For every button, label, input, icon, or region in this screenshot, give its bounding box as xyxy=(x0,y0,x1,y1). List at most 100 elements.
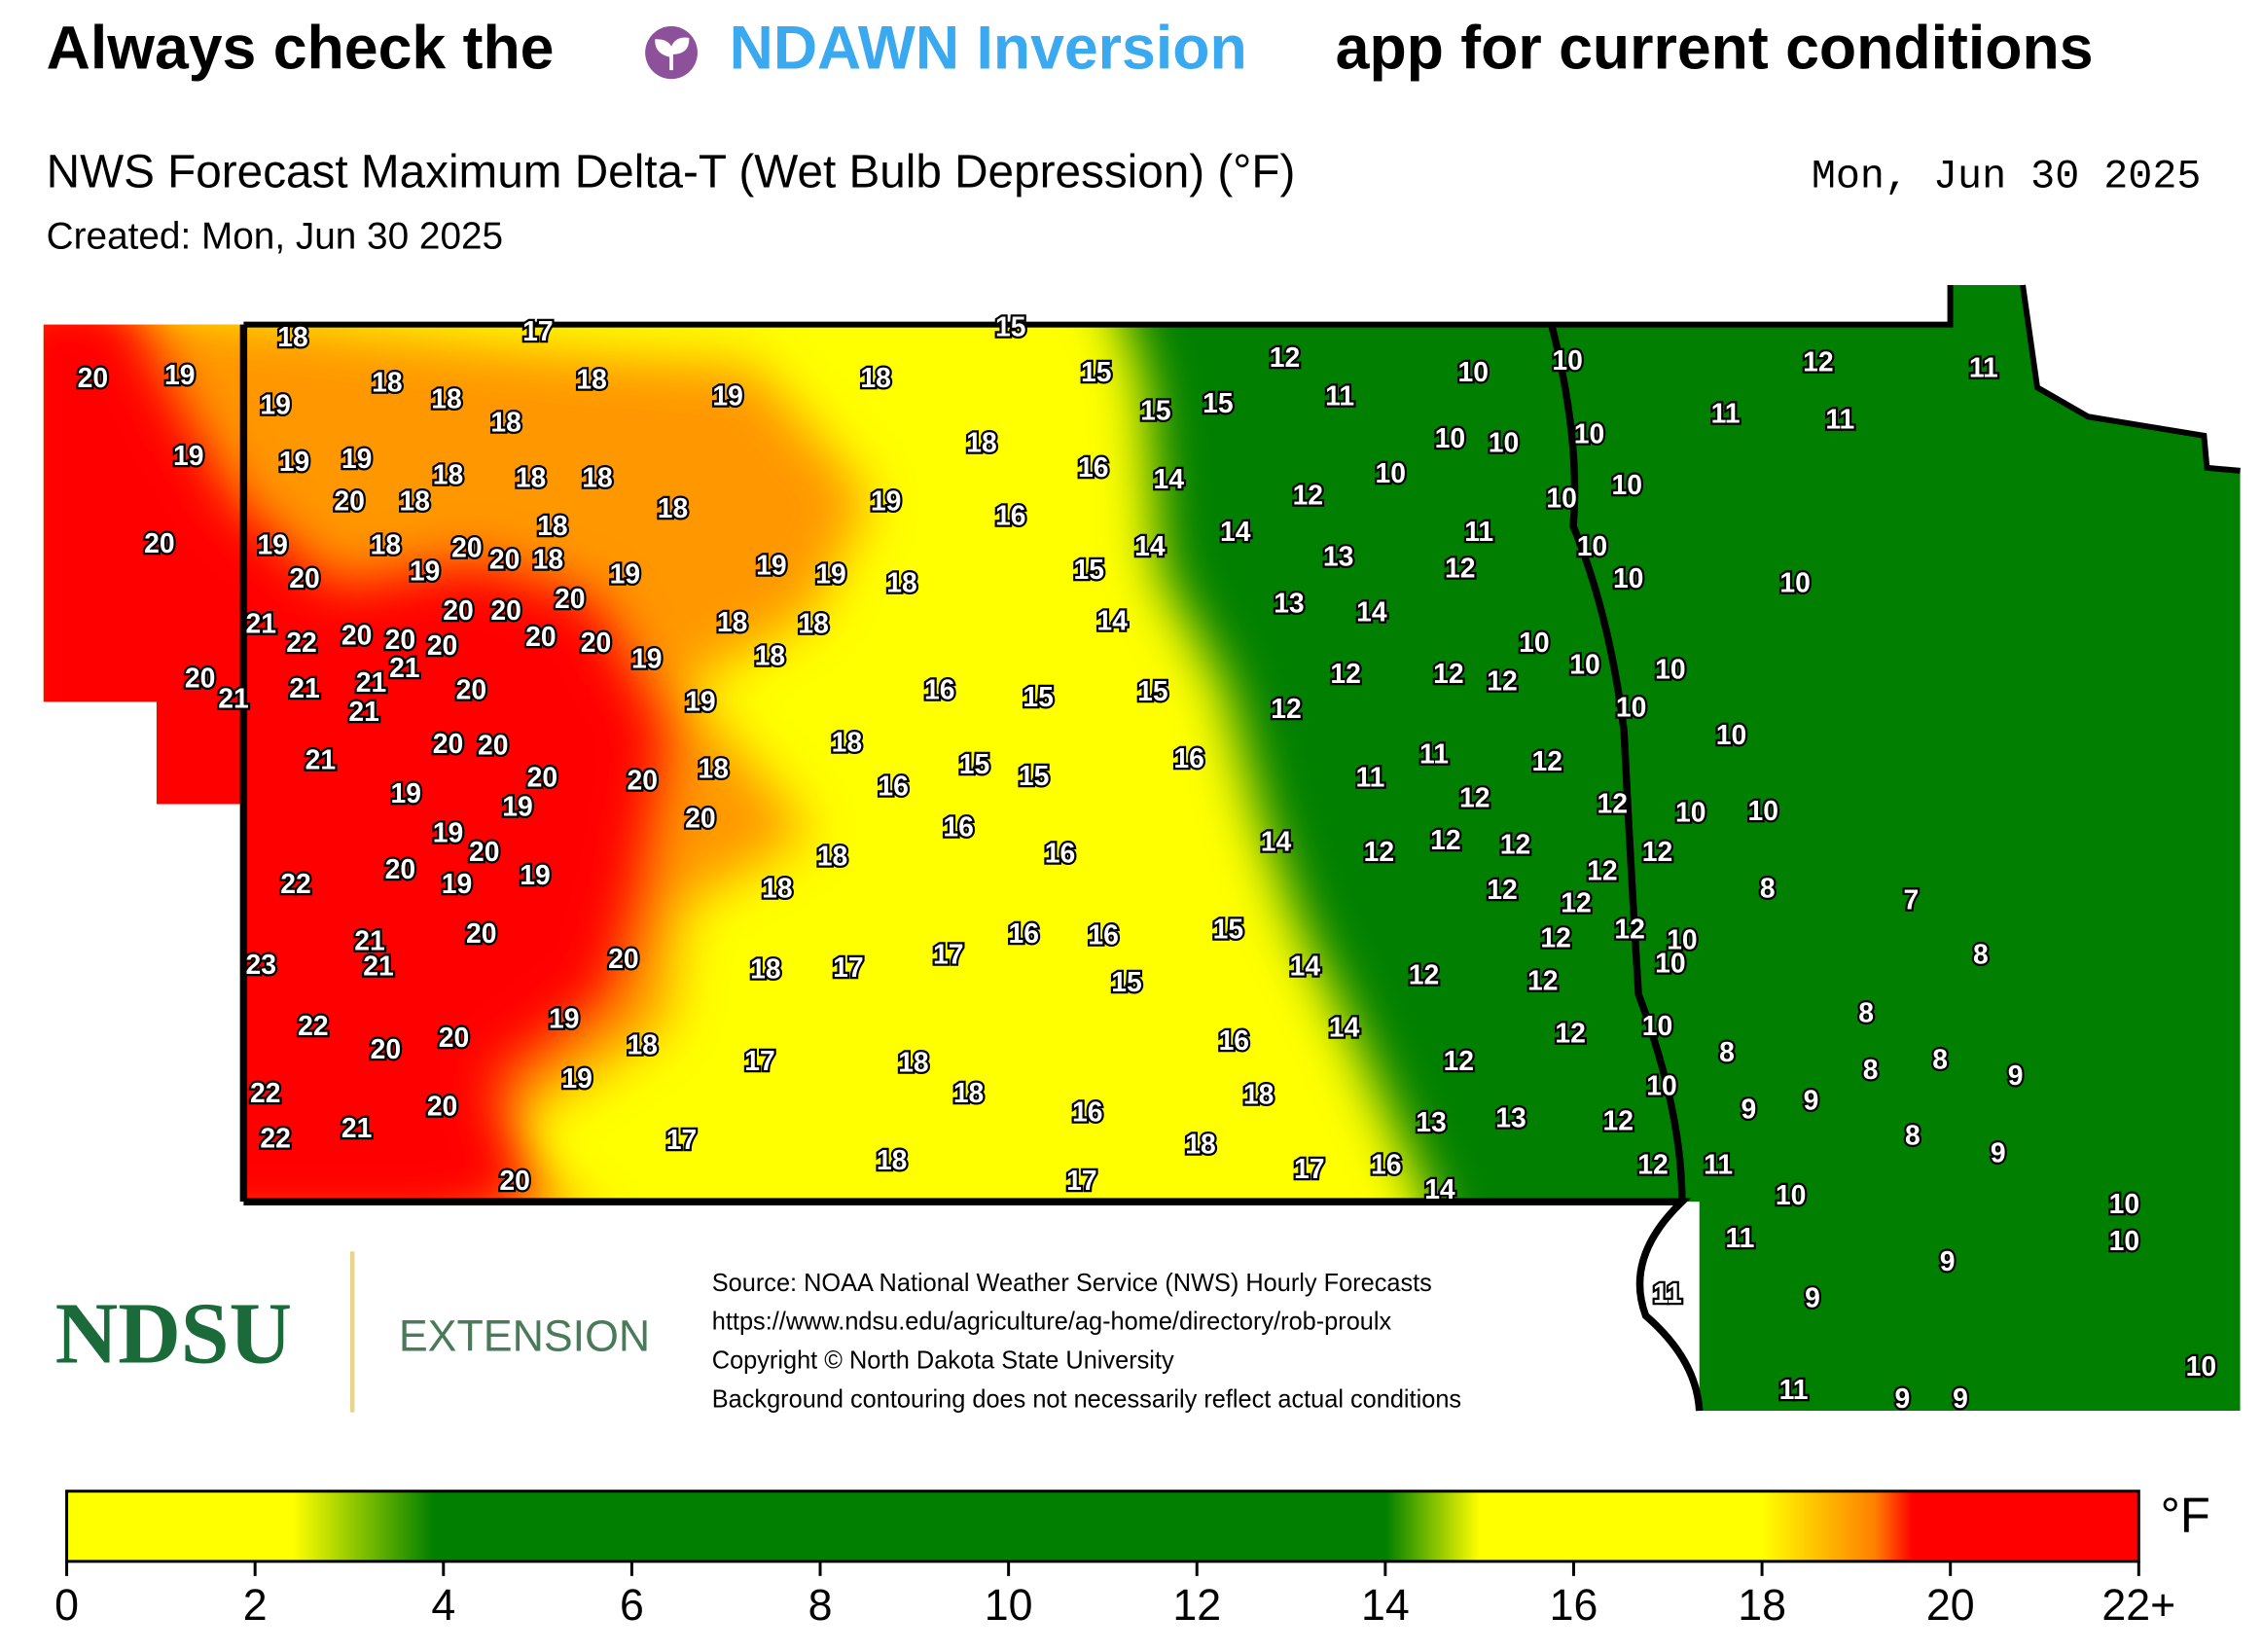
delta-t-label: 20 xyxy=(499,1166,529,1197)
delta-t-label: 20 xyxy=(456,674,486,705)
delta-t-label: 22 xyxy=(260,1124,290,1155)
delta-t-label: 12 xyxy=(1364,837,1394,868)
delta-t-label: 8 xyxy=(1905,1121,1921,1152)
delta-t-label: 11 xyxy=(1653,1278,1682,1310)
delta-t-label: 21 xyxy=(246,609,277,640)
source-line: Copyright © North Dakota State Universit… xyxy=(712,1347,1174,1374)
title: Always check the xyxy=(47,14,555,82)
delta-t-label: 15 xyxy=(959,749,990,780)
delta-t-label: 14 xyxy=(1096,606,1128,637)
logo: NDSU xyxy=(55,1285,292,1382)
delta-t-label: 10 xyxy=(1611,470,1641,501)
delta-t-label: 16 xyxy=(1173,743,1203,774)
delta-t-label: 12 xyxy=(1527,965,1558,996)
delta-t-label: 16 xyxy=(1045,838,1075,869)
delta-t-label: 13 xyxy=(1323,541,1353,572)
delta-t-label: 18 xyxy=(1243,1079,1274,1110)
subtitle: NWS Forecast Maximum Delta-T (Wet Bulb D… xyxy=(47,146,1296,198)
delta-t-label: 16 xyxy=(878,771,908,802)
delta-t-label: 9 xyxy=(2008,1060,2024,1092)
delta-t-label: 16 xyxy=(924,674,954,705)
source-line: https://www.ndsu.edu/agriculture/ag-home… xyxy=(712,1309,1392,1336)
delta-t-label: 22 xyxy=(280,869,310,900)
delta-t-label: 12 xyxy=(1587,856,1617,887)
delta-t-label: 20 xyxy=(185,663,215,694)
delta-t-label: 10 xyxy=(1776,1180,1806,1211)
delta-t-label: 14 xyxy=(1329,1012,1360,1043)
delta-t-label: 17 xyxy=(1066,1166,1096,1197)
delta-t-label: 19 xyxy=(341,444,372,475)
delta-t-label: 21 xyxy=(354,926,385,957)
delta-t-label: 20 xyxy=(527,762,557,793)
delta-t-label: 8 xyxy=(1858,997,1874,1028)
delta-t-label: 11 xyxy=(1825,404,1854,435)
delta-t-label: 18 xyxy=(717,607,747,638)
delta-t-label: 9 xyxy=(1804,1085,1819,1116)
delta-t-label: 19 xyxy=(561,1063,592,1095)
delta-t-label: 20 xyxy=(478,730,508,761)
delta-t-label: 18 xyxy=(537,511,567,542)
delta-t-label: 18 xyxy=(860,363,890,394)
delta-t-label: 10 xyxy=(1748,796,1778,827)
delta-t-label: 18 xyxy=(658,493,688,524)
delta-t-label: 18 xyxy=(516,462,546,493)
delta-t-label: 20 xyxy=(341,621,372,652)
delta-t-label: 16 xyxy=(1008,918,1038,950)
delta-t-label: 19 xyxy=(631,644,662,675)
delta-t-label: 22 xyxy=(250,1078,280,1109)
delta-t-label: 16 xyxy=(1371,1150,1401,1181)
delta-t-label: 8 xyxy=(1973,939,1989,970)
delta-t-label: 9 xyxy=(1953,1383,1968,1415)
delta-t-label: 23 xyxy=(246,950,276,981)
delta-t-label: 20 xyxy=(439,1023,469,1054)
tick-label: 10 xyxy=(985,1580,1033,1630)
delta-t-label: 10 xyxy=(1779,568,1810,599)
delta-t-label: 14 xyxy=(1261,826,1292,857)
delta-t-label: 20 xyxy=(490,595,521,627)
delta-t-label: 10 xyxy=(1642,1011,1672,1042)
delta-t-label: 11 xyxy=(1779,1375,1809,1406)
delta-t-label: 15 xyxy=(1023,682,1054,713)
delta-t-label: 18 xyxy=(433,459,463,490)
delta-t-label: 21 xyxy=(356,667,387,699)
delta-t-label: 10 xyxy=(1435,423,1465,454)
created: Created: Mon, Jun 30 2025 xyxy=(47,215,503,257)
delta-t-label: 16 xyxy=(1219,1025,1249,1057)
delta-t-label: 10 xyxy=(1655,654,1685,685)
delta-t-label: 19 xyxy=(260,389,290,420)
delta-t-label: 10 xyxy=(2109,1189,2139,1220)
app-link[interactable]: NDAWN Inversion xyxy=(730,14,1247,82)
delta-t-label: 19 xyxy=(442,869,472,900)
delta-t-label: 15 xyxy=(1074,555,1105,586)
delta-t-label: 11 xyxy=(1464,517,1493,548)
delta-t-label: 18 xyxy=(431,383,461,414)
delta-t-label: 19 xyxy=(610,558,640,590)
delta-t-label: 10 xyxy=(1577,531,1607,562)
delta-t-label: 11 xyxy=(1711,398,1741,429)
delta-t-label: 20 xyxy=(385,625,415,656)
delta-t-label: 17 xyxy=(933,939,963,970)
delta-t-label: 18 xyxy=(1185,1130,1215,1161)
delta-t-label: 12 xyxy=(1271,694,1301,725)
delta-t-label: 20 xyxy=(385,854,415,885)
delta-t-label: 12 xyxy=(1433,659,1463,690)
delta-t-label: 18 xyxy=(371,529,401,560)
delta-t-label: 11 xyxy=(1419,738,1449,770)
delta-t-label: 12 xyxy=(1444,1046,1474,1077)
delta-t-label: 18 xyxy=(277,322,307,353)
delta-t-label: 10 xyxy=(1376,458,1406,489)
delta-t-label: 14 xyxy=(1356,597,1387,628)
delta-t-label: 10 xyxy=(1646,1070,1676,1101)
delta-t-label: 8 xyxy=(1760,874,1776,905)
delta-t-label: 9 xyxy=(1895,1383,1911,1415)
delta-t-label: 21 xyxy=(363,951,394,982)
app-icon xyxy=(645,26,698,80)
delta-t-label: 16 xyxy=(943,811,973,843)
delta-t-label: 19 xyxy=(756,550,786,581)
source-line: Background contouring does not necessari… xyxy=(712,1385,1461,1413)
tick-label: 6 xyxy=(620,1580,644,1630)
delta-t-label: 10 xyxy=(1519,628,1549,659)
delta-t-label: 18 xyxy=(886,568,916,599)
delta-t-label: 12 xyxy=(1293,480,1323,511)
delta-t-label: 16 xyxy=(995,500,1025,531)
